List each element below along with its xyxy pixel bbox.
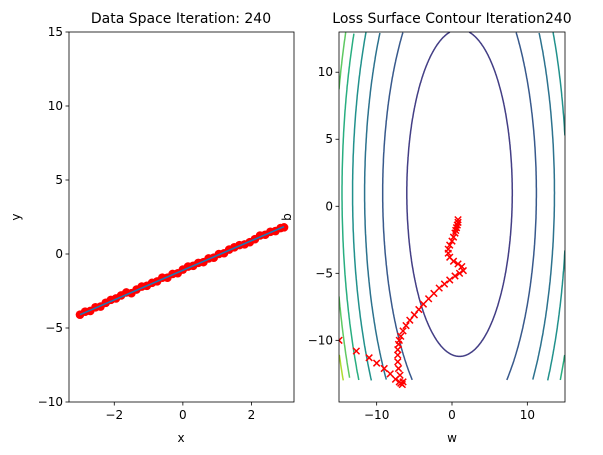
- contour-line: [559, 354, 565, 381]
- contour-line: [532, 32, 556, 380]
- gradient-step-marker: [402, 321, 410, 330]
- loss-contour-plot: Loss Surface Contour Iteration240 −10 0 10…: [280, 11, 572, 445]
- y-tick-label: 10: [318, 65, 333, 79]
- y-tick-label: 5: [325, 132, 333, 146]
- left-title: Data Space Iteration: 240: [91, 11, 271, 27]
- right-xlabel: w: [447, 431, 457, 445]
- gradient-step-marker: [394, 351, 402, 359]
- contour-line: [339, 296, 351, 378]
- gradient-step-marker: [397, 332, 405, 341]
- contour-line: [351, 32, 373, 381]
- y-tick-label: −5: [315, 266, 333, 280]
- left-ylabel: y: [9, 213, 23, 220]
- gradient-step-marker: [454, 260, 462, 268]
- gradient-step-marker: [394, 358, 402, 366]
- y-tick-label: −5: [45, 321, 63, 335]
- contour-line: [506, 32, 538, 381]
- gradient-step-marker: [396, 371, 404, 379]
- right-axes-frame: [338, 31, 566, 403]
- x-tick-label: 0: [179, 408, 187, 422]
- fit-line: [79, 225, 285, 316]
- contour-line: [339, 32, 347, 90]
- gradient-step-marker: [444, 245, 452, 253]
- gradient-step-marker: [394, 364, 403, 373]
- gradient-step-marker: [454, 218, 462, 227]
- x-tick-label: −10: [364, 408, 389, 422]
- x-tick-label: 10: [520, 408, 535, 422]
- gradient-step-marker: [365, 354, 373, 362]
- gradient-step-marker: [372, 359, 381, 367]
- y-tick-label: 5: [55, 173, 63, 187]
- x-tick-label: −2: [105, 408, 123, 422]
- gradient-step-marker: [446, 253, 454, 261]
- right-ylabel: b: [280, 213, 294, 221]
- contour-line: [341, 33, 360, 381]
- y-tick-label: 0: [55, 247, 63, 261]
- gradient-step-marker: [459, 266, 468, 275]
- gradient-step-marker: [448, 237, 456, 245]
- gradient-step-marker: [458, 262, 466, 271]
- contour-line: [552, 32, 565, 136]
- gradient-step-marker: [446, 241, 454, 249]
- gradient-step-marker: [399, 327, 407, 335]
- y-tick-label: 0: [325, 199, 333, 213]
- left-xlabel: x: [177, 431, 184, 445]
- gradient-step-marker: [339, 336, 343, 345]
- contour-line: [406, 32, 514, 358]
- gradient-step-marker: [440, 280, 449, 288]
- gradient-step-marker: [451, 272, 459, 280]
- x-tick-label: 2: [248, 408, 256, 422]
- gradient-step-marker: [454, 215, 462, 224]
- contour-line: [363, 32, 388, 380]
- contour-line: [339, 354, 345, 381]
- gradient-step-marker: [395, 336, 403, 345]
- gradient-step-marker: [352, 347, 361, 355]
- x-tick-label: 0: [448, 408, 456, 422]
- gradient-step-marker: [380, 364, 388, 373]
- data-space-plot: Data Space Iteration: 240 −2 0 2 −10 −5 0 5 10 1…: [9, 11, 295, 445]
- contour-line: [546, 250, 565, 381]
- y-tick-label: −10: [38, 395, 63, 409]
- y-tick-label: 10: [48, 99, 63, 113]
- gradient-step-marker: [446, 276, 454, 284]
- gradient-step-marker: [449, 233, 458, 241]
- left-axes-frame: [68, 31, 295, 403]
- gradient-step-marker: [399, 378, 407, 386]
- gradient-step-marker: [435, 284, 443, 292]
- y-tick-label: −10: [308, 333, 333, 347]
- y-tick-label: 15: [48, 25, 63, 39]
- gradient-step-marker: [455, 269, 464, 278]
- right-title: Loss Surface Contour Iteration240: [332, 11, 571, 27]
